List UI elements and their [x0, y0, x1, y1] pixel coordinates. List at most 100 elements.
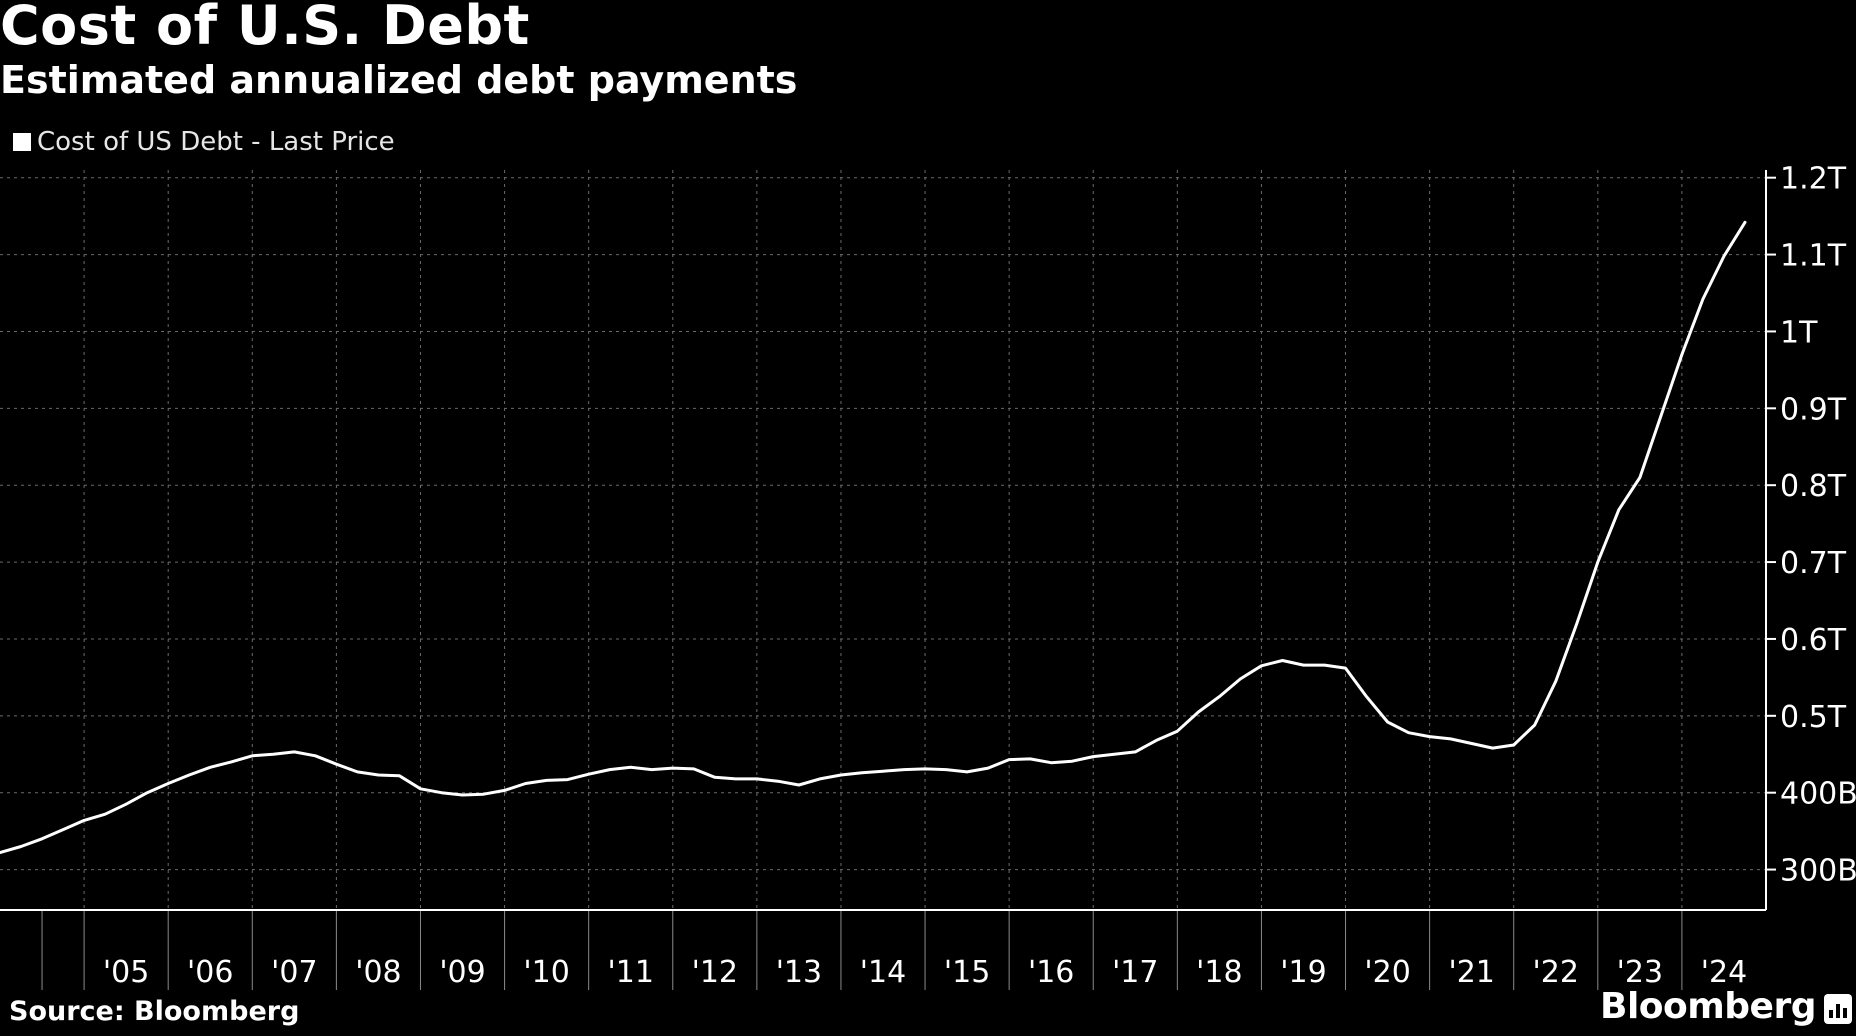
- data-point: [1218, 695, 1221, 698]
- data-point: [335, 763, 338, 766]
- data-point: [314, 754, 317, 757]
- data-point: [1176, 729, 1179, 733]
- data-point: [1533, 723, 1536, 727]
- data-point: [356, 770, 359, 774]
- data-point: [902, 768, 906, 771]
- data-point: [1239, 677, 1242, 681]
- data-point: [944, 768, 948, 771]
- x-tick-label: '18: [1196, 955, 1242, 990]
- y-tick-label: 400B: [1780, 777, 1856, 812]
- y-tick-label: 300B: [1780, 854, 1856, 889]
- data-point: [103, 813, 107, 816]
- data-point: [734, 777, 738, 781]
- y-tick-label: 1.1T: [1780, 239, 1847, 274]
- data-point: [1722, 254, 1726, 258]
- data-point: [377, 773, 380, 777]
- data-point: [1113, 753, 1116, 756]
- x-tick-label: '11: [608, 955, 654, 990]
- data-point: [1092, 755, 1095, 758]
- data-point: [1386, 720, 1389, 724]
- data-point: [839, 773, 843, 777]
- data-point: [1407, 731, 1410, 734]
- data-point: [797, 783, 801, 787]
- x-tick-label: '12: [692, 955, 738, 990]
- data-point: [1197, 710, 1200, 714]
- data-point: [566, 778, 569, 781]
- data-point: [1491, 746, 1494, 750]
- data-point: [440, 791, 443, 794]
- data-point: [965, 770, 969, 774]
- data-point: [671, 766, 674, 770]
- data-point: [272, 753, 275, 756]
- data-point: [1260, 664, 1263, 668]
- data-point: [145, 791, 149, 794]
- x-tick-label: '21: [1448, 955, 1494, 990]
- x-tick-label: '22: [1533, 955, 1579, 990]
- x-tick-label: '24: [1701, 955, 1747, 990]
- data-point: [776, 779, 780, 783]
- data-point: [986, 766, 990, 770]
- data-point: [1743, 221, 1747, 224]
- y-tick-label: 0.9T: [1780, 392, 1847, 427]
- data-point: [40, 837, 44, 841]
- bloomberg-chart-icon: [1824, 994, 1852, 1024]
- data-point: [293, 750, 296, 754]
- data-point: [166, 782, 170, 785]
- data-point: [1028, 757, 1032, 761]
- data-point: [1575, 622, 1578, 625]
- y-tick-label: 0.5T: [1780, 700, 1847, 735]
- data-point: [608, 768, 611, 771]
- x-tick-label: '06: [187, 955, 233, 990]
- data-point: [755, 777, 759, 781]
- series-line: [0, 220, 1747, 855]
- data-point: [923, 767, 927, 771]
- x-tick-label: '23: [1617, 955, 1663, 990]
- data-point: [419, 787, 422, 791]
- x-tick-label: '13: [776, 955, 822, 990]
- x-tick-label: '15: [944, 955, 990, 990]
- data-point: [629, 766, 632, 769]
- chart-legend: Cost of US Debt - Last Price: [13, 127, 395, 157]
- data-point: [1134, 750, 1137, 754]
- data-point: [1512, 743, 1515, 747]
- grid-lines: [0, 170, 1766, 908]
- data-point: [1302, 663, 1305, 667]
- data-point: [124, 803, 128, 806]
- data-point: [209, 766, 212, 769]
- data-point: [1701, 297, 1705, 301]
- y-tick-label: 0.8T: [1780, 469, 1847, 504]
- data-point: [503, 789, 506, 792]
- data-point: [230, 760, 233, 764]
- data-point: [1554, 680, 1557, 683]
- data-point: [1596, 560, 1600, 564]
- x-tick-label: '07: [271, 955, 317, 990]
- x-tick-label: '16: [1028, 955, 1074, 990]
- data-point: [1344, 666, 1347, 670]
- series-layer: [0, 220, 1747, 855]
- data-point: [1155, 739, 1158, 742]
- chart-subtitle: Estimated annualized debt payments: [0, 58, 798, 102]
- data-point: [0, 851, 2, 854]
- data-point: [61, 828, 65, 831]
- data-point: [1680, 353, 1684, 356]
- data-point: [1428, 735, 1431, 738]
- data-point: [881, 769, 885, 773]
- data-point: [860, 771, 864, 774]
- data-point: [188, 773, 191, 777]
- x-tick-label: '10: [523, 955, 569, 990]
- x-tick-label: '20: [1364, 955, 1410, 990]
- data-point: [1007, 758, 1011, 761]
- y-tick-label: 0.6T: [1780, 623, 1847, 658]
- chart-title: Cost of U.S. Debt: [0, 0, 530, 57]
- axes: [0, 170, 1776, 990]
- y-tick-label: 1T: [1780, 315, 1818, 350]
- data-point: [1365, 695, 1368, 698]
- data-point: [1470, 742, 1473, 745]
- source-note: Source: Bloomberg: [9, 996, 300, 1027]
- legend-swatch: [13, 133, 31, 151]
- data-point: [1449, 737, 1452, 741]
- bloomberg-logo: Bloomberg: [1600, 986, 1816, 1027]
- data-point: [19, 845, 23, 848]
- x-tick-label: '17: [1112, 955, 1158, 990]
- tick-labels: 300B 400B 0.5T 0.6T 0.7T 0.8T 0.9T 1T 1.1T 1.2T '0…: [103, 162, 1856, 990]
